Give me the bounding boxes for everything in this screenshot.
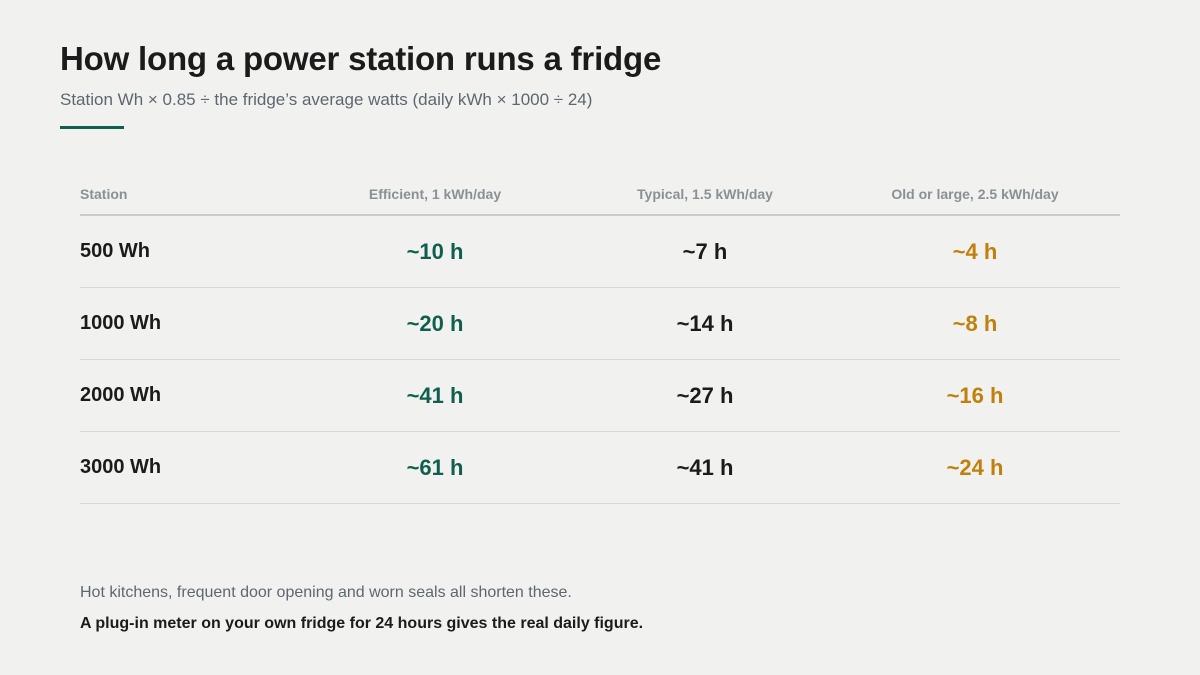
station-cell: 2000 Wh bbox=[80, 384, 162, 406]
old-large-cell: ~8 h bbox=[952, 310, 998, 336]
old-large-cell: ~4 h bbox=[952, 238, 998, 264]
table-header-row: Station Efficient, 1 kWh/day Typical, 1.… bbox=[80, 174, 1120, 216]
table-row: 2000 Wh ~41 h ~27 h ~16 h bbox=[80, 360, 1120, 432]
old-large-cell: ~24 h bbox=[946, 454, 1004, 480]
old-large-cell: ~16 h bbox=[946, 382, 1004, 408]
table-row: 1000 Wh ~20 h ~14 h ~8 h bbox=[80, 288, 1120, 360]
header-typical: Typical, 1.5 kWh/day bbox=[637, 186, 773, 202]
station-cell: 3000 Wh bbox=[80, 456, 162, 478]
page-title: How long a power station runs a fridge bbox=[60, 40, 662, 77]
typical-cell: ~14 h bbox=[676, 310, 734, 336]
footnote: Hot kitchens, frequent door opening and … bbox=[80, 584, 572, 601]
efficient-cell: ~61 h bbox=[406, 454, 464, 480]
table-row: 500 Wh ~10 h ~7 h ~4 h bbox=[80, 216, 1120, 288]
header-station: Station bbox=[80, 186, 128, 202]
header-efficient: Efficient, 1 kWh/day bbox=[368, 186, 502, 202]
page-subtitle: Station Wh × 0.85 ÷ the fridge’s average… bbox=[60, 90, 593, 109]
runtime-table: Station Efficient, 1 kWh/day Typical, 1.… bbox=[80, 174, 1120, 504]
footnote-tip: A plug-in meter on your own fridge for 2… bbox=[80, 615, 644, 632]
typical-cell: ~7 h bbox=[682, 238, 728, 264]
typical-cell: ~41 h bbox=[676, 454, 734, 480]
efficient-cell: ~41 h bbox=[406, 382, 464, 408]
station-cell: 500 Wh bbox=[80, 240, 151, 262]
accent-divider bbox=[60, 126, 124, 129]
table-row: 3000 Wh ~61 h ~41 h ~24 h bbox=[80, 432, 1120, 504]
station-cell: 1000 Wh bbox=[80, 312, 162, 334]
typical-cell: ~27 h bbox=[676, 382, 734, 408]
efficient-cell: ~20 h bbox=[406, 310, 464, 336]
header-old-large: Old or large, 2.5 kWh/day bbox=[891, 186, 1059, 202]
efficient-cell: ~10 h bbox=[406, 238, 464, 264]
